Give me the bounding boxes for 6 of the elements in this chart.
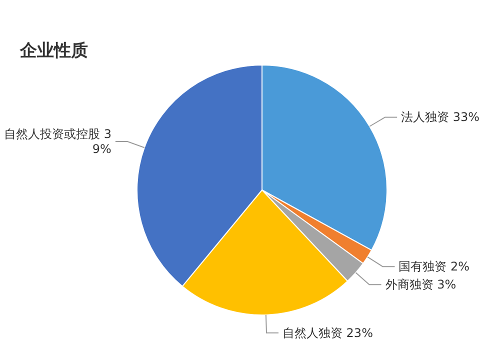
slice-label: 自然人独资 23% [282,326,373,340]
chart-title: 企业性质 [19,41,88,61]
slice-label: 自然人投资或控股 39% [4,127,112,156]
slice-label: 国有独资 2% [398,260,470,274]
slice-label: 外商独资 3% [385,278,456,292]
slice-label: 法人独资 33% [401,110,480,124]
